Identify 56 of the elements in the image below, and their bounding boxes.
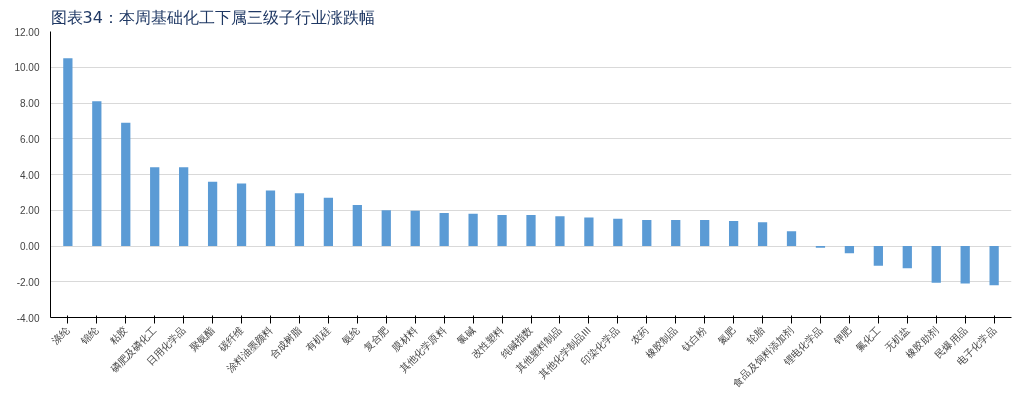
bar [410, 210, 420, 246]
x-tick-label: 有机硅 [303, 324, 333, 354]
y-tick-label: 12.00 [14, 26, 40, 38]
bar [236, 183, 247, 246]
x-tick-label: 氮肥 [715, 324, 738, 347]
y-tick-label: 10.00 [14, 62, 40, 74]
bar [873, 246, 883, 266]
x-tick-label: 氟化工 [853, 324, 883, 354]
bar [265, 190, 276, 246]
bar [63, 58, 73, 246]
bar [179, 167, 189, 246]
bar [671, 219, 681, 246]
bar [728, 220, 739, 246]
bar [902, 246, 912, 269]
y-tick-label: -2.00 [16, 276, 40, 288]
x-tick-label: 农药 [628, 324, 651, 347]
x-tick-label: 轮胎 [744, 324, 767, 347]
y-tick-label: 0.00 [20, 241, 40, 252]
bar [757, 222, 768, 246]
x-tick-label: 聚氨酯 [187, 324, 217, 354]
bar [960, 246, 970, 284]
x-tick-label: 锦纶 [78, 324, 101, 348]
bar [497, 215, 507, 246]
bar [323, 197, 334, 246]
bar [931, 246, 941, 283]
y-tick-label: -4.00 [16, 312, 40, 324]
bar [381, 210, 391, 246]
bar [989, 246, 999, 286]
bar [786, 231, 797, 246]
bar [700, 219, 710, 246]
bar [352, 204, 362, 246]
bar [555, 216, 565, 246]
bar [468, 213, 478, 246]
bar [150, 167, 160, 246]
bar [642, 219, 652, 246]
y-tick-label: 2.00 [20, 205, 40, 217]
x-tick-label: 复合肥 [361, 324, 391, 354]
bar [294, 193, 305, 246]
chart-title: 图表34：本周基础化工下属三级子行业涨跌幅 [50, 7, 375, 27]
x-tick-label: 氨纶 [339, 324, 362, 347]
bar [121, 122, 131, 246]
bar [526, 215, 536, 246]
bar [207, 181, 218, 246]
y-tick-label: 6.00 [20, 133, 40, 145]
x-tick-label: 钾肥 [830, 324, 854, 348]
x-tick-label: 粘胶 [107, 324, 130, 347]
x-tick-label: 涤纶 [49, 324, 72, 347]
bar [844, 246, 855, 254]
y-tick-label: 8.00 [20, 98, 40, 109]
bar [613, 218, 623, 246]
bar [439, 212, 449, 246]
bar [92, 101, 102, 246]
y-tick-label: 4.00 [20, 169, 40, 181]
x-tick-label: 钛白粉 [678, 324, 709, 355]
bar [584, 217, 594, 246]
x-tick-label: 氯碱 [455, 324, 477, 347]
